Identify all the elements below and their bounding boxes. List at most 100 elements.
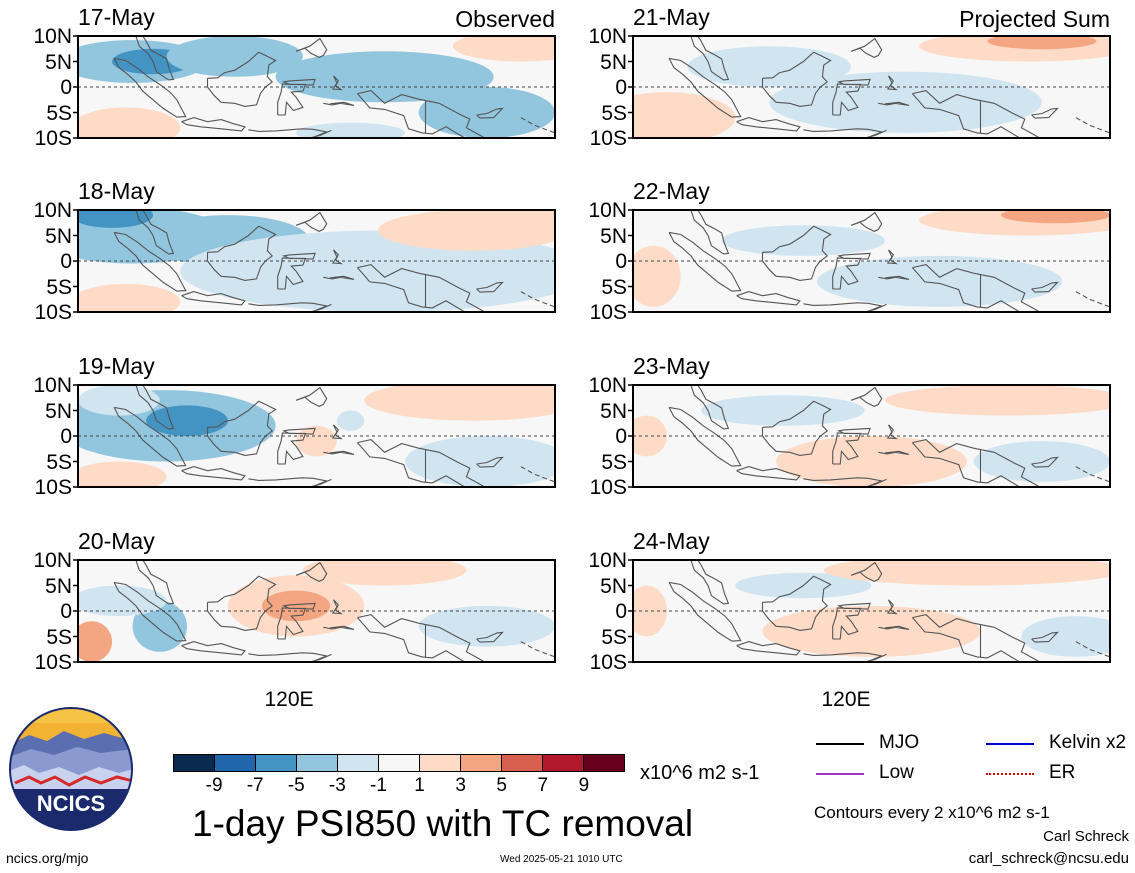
anomaly-region [418, 605, 555, 647]
coastline [356, 614, 486, 662]
coastline [323, 101, 355, 106]
lat-label: 10S [34, 301, 72, 324]
anomaly-region [78, 385, 160, 416]
logo-text: NCICS [37, 791, 105, 816]
coastline [135, 36, 175, 81]
coastline [206, 51, 277, 107]
legend-line-er [986, 773, 1034, 775]
lat-label: 10N [33, 199, 72, 222]
colorbar-tick-label: -5 [287, 775, 305, 796]
coastline [803, 128, 884, 138]
coastline [761, 575, 832, 631]
coastline [113, 406, 187, 467]
coastline [248, 128, 329, 138]
coastline [803, 302, 884, 312]
anomaly-region [1021, 616, 1110, 657]
coastline [690, 560, 730, 605]
anomaly-region [776, 436, 967, 487]
lat-label: 0 [60, 425, 72, 448]
anomaly-region [78, 210, 153, 228]
anomaly-region [180, 230, 555, 312]
coastline [832, 78, 871, 116]
anomaly-region [296, 122, 406, 138]
coastline [690, 385, 730, 430]
coastline [206, 400, 277, 456]
legend-label: Low [879, 762, 914, 783]
coastline [911, 439, 1041, 487]
timestamp: Wed 2025-05-21 1010 UTC [500, 854, 623, 865]
colorbar-bin [420, 755, 461, 771]
contour-note: Contours every 2 x10^6 m2 s-1 [814, 803, 1050, 822]
coastline [295, 386, 328, 408]
coastline [331, 599, 344, 615]
map-panel-19-May: 19-May 10N 5N 0 5S 10S [33, 355, 556, 498]
coastline [181, 291, 246, 306]
coastline [668, 581, 742, 642]
coastline [878, 101, 910, 106]
anomaly-region [405, 436, 555, 487]
coastline [803, 652, 884, 662]
map-panel-17-May: 17-May Observed 10N 5N 0 5S 10S [33, 6, 556, 149]
anomaly-region [769, 71, 1042, 133]
coastline [323, 450, 355, 455]
colorbar-tick-label: -9 [205, 775, 223, 796]
colorbar-tick-label: -1 [370, 775, 387, 796]
colorbar-bin [584, 755, 624, 771]
coastline [761, 51, 832, 107]
coastline [878, 625, 910, 630]
anomaly-region [302, 560, 467, 586]
lat-label: 10N [33, 25, 72, 48]
coastline [277, 252, 316, 290]
coastline [277, 427, 316, 465]
coastline [135, 385, 175, 430]
email-link[interactable]: carl_schreck@ncsu.edu [968, 850, 1129, 867]
colorbar-bin [502, 755, 543, 771]
coastline [323, 625, 355, 630]
lat-label: 10N [33, 549, 72, 572]
lat-label: 0 [615, 600, 627, 623]
map-svg [73, 35, 556, 139]
colorbar-tick-label: 1 [414, 775, 425, 796]
coastline [331, 75, 344, 91]
main-title: 1-day PSI850 with TC removal [192, 803, 694, 844]
map-svg [628, 559, 1111, 663]
coastline [181, 117, 246, 132]
colorbar-bin [338, 755, 379, 771]
anomaly-region [885, 385, 1110, 416]
coastline [886, 75, 899, 91]
lat-label: 5N [45, 224, 72, 248]
lat-label: 5S [601, 625, 627, 649]
legend-line-kelvin-x2 [986, 743, 1034, 745]
lat-label: 10S [34, 476, 72, 499]
coastline [248, 302, 329, 312]
lat-label: 10S [589, 301, 627, 324]
anomaly-region [721, 225, 886, 256]
coastline [476, 631, 504, 643]
coastline [886, 249, 899, 265]
coastline [886, 599, 899, 615]
map-svg [628, 384, 1111, 488]
lat-label: 10S [589, 476, 627, 499]
coastline [761, 225, 832, 281]
map-panel-21-May: 21-May Projected Sum 10N 5N 0 5S 10S [588, 6, 1111, 149]
lat-label: 5N [600, 399, 627, 423]
anomaly-region [275, 51, 494, 103]
colorbar-tick-label: -3 [328, 775, 346, 796]
coastline [832, 252, 871, 290]
colorbar-tick-label: -7 [246, 775, 264, 796]
lat-label: 0 [60, 76, 72, 99]
colorbar-bin [379, 755, 420, 771]
url-link[interactable]: ncics.org/mjo [6, 850, 89, 866]
coastline [690, 210, 730, 255]
panel-date-label: 23-May [633, 353, 710, 379]
anomaly-region [633, 92, 736, 138]
coastline [668, 57, 742, 118]
column-header: Projected Sum [959, 6, 1110, 32]
lat-label: 5S [46, 101, 72, 125]
coastline [850, 37, 883, 59]
anomaly-region [1000, 210, 1110, 224]
coastline [135, 560, 175, 605]
lat-label: 5N [45, 574, 72, 598]
coastline [878, 275, 910, 280]
lat-label: 5S [601, 275, 627, 299]
